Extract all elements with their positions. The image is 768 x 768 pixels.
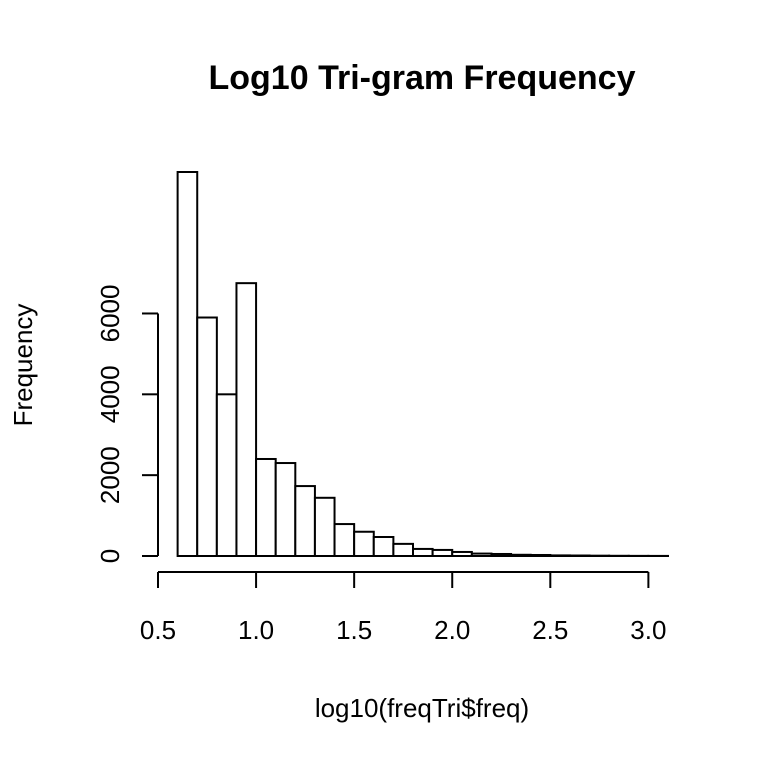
- bar: [274, 462, 297, 558]
- y-tick-label: 0: [95, 549, 125, 563]
- y-tick-label: 2000: [95, 446, 125, 504]
- bar: [196, 316, 218, 557]
- y-tick-label: 4000: [95, 365, 125, 423]
- x-tick-label: 1.0: [238, 615, 274, 645]
- bar: [490, 552, 513, 557]
- bar: [549, 554, 571, 557]
- bar: [333, 523, 356, 558]
- bar: [235, 282, 258, 557]
- bar: [176, 171, 199, 557]
- bar: [510, 553, 532, 557]
- bar: [353, 530, 375, 558]
- x-axis-title: log10(freqTri$freq): [315, 693, 529, 723]
- x-tick-label: 2.0: [434, 615, 470, 645]
- bar: [529, 553, 552, 558]
- chart-title: Log10 Tri-gram Frequency: [209, 59, 636, 97]
- x-tick-label: 1.5: [336, 615, 372, 645]
- bar: [470, 552, 493, 557]
- bar: [294, 485, 316, 557]
- bar: [412, 547, 434, 558]
- x-tick-label: 3.0: [630, 615, 666, 645]
- y-axis-title: Frequency: [8, 304, 38, 427]
- bar: [313, 496, 336, 557]
- bar: [372, 536, 395, 557]
- bar: [255, 457, 277, 557]
- bar: [451, 550, 473, 557]
- bar: [431, 548, 454, 557]
- bar: [392, 542, 414, 557]
- x-tick-label: 2.5: [532, 615, 568, 645]
- bar: [215, 393, 238, 557]
- y-tick-label: 6000: [95, 285, 125, 343]
- x-tick-label: 0.5: [140, 615, 176, 645]
